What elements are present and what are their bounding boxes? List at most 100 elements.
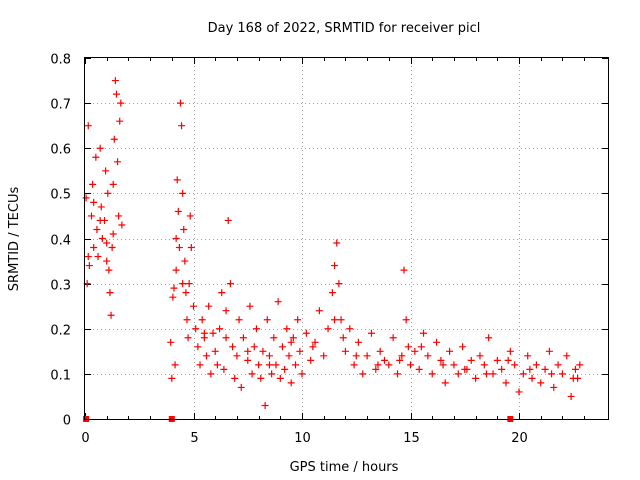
data-point	[180, 225, 188, 233]
data-point	[176, 99, 184, 107]
data-point	[196, 361, 204, 369]
data-point	[171, 361, 179, 369]
data-point	[341, 347, 349, 355]
data-point	[186, 212, 194, 220]
data-point	[265, 361, 273, 369]
data-point	[174, 207, 182, 215]
data-point	[109, 180, 117, 188]
data-point	[103, 239, 111, 247]
data-point	[118, 221, 126, 229]
data-point	[454, 370, 462, 378]
data-point	[114, 158, 122, 166]
data-point	[489, 370, 497, 378]
data-point	[246, 302, 254, 310]
data-point	[480, 361, 488, 369]
data-point	[226, 280, 234, 288]
data-point	[450, 361, 458, 369]
data-point	[82, 194, 90, 202]
data-point	[415, 365, 423, 373]
data-point	[558, 370, 566, 378]
data-point	[167, 338, 175, 346]
data-point	[263, 316, 271, 324]
y-tick-label: 0.5	[50, 188, 71, 203]
data-point	[402, 316, 410, 324]
data-point	[287, 379, 295, 387]
data-point	[311, 338, 319, 346]
data-point	[446, 347, 454, 355]
data-point	[98, 235, 106, 242]
data-point	[459, 343, 467, 351]
data-point	[498, 365, 506, 373]
data-point	[333, 239, 341, 247]
data-point	[104, 189, 112, 197]
data-point	[94, 253, 102, 261]
data-point	[265, 352, 273, 360]
data-point	[103, 257, 111, 265]
data-point	[198, 316, 206, 324]
x-tick-label: 0	[81, 431, 89, 446]
data-point	[109, 230, 117, 238]
grid-lines	[85, 58, 608, 419]
data-point	[393, 370, 401, 378]
data-point	[224, 216, 232, 224]
data-point	[374, 361, 382, 369]
data-point	[441, 379, 449, 387]
data-point	[222, 334, 230, 342]
data-point	[398, 352, 406, 360]
data-point	[424, 352, 432, 360]
data-point	[502, 379, 510, 387]
data-point	[437, 356, 445, 364]
data-point	[278, 343, 286, 351]
data-point	[476, 352, 484, 360]
data-point	[337, 316, 345, 324]
data-point	[179, 280, 187, 288]
y-tick-label: 0.3	[50, 279, 71, 294]
data-point	[205, 302, 213, 310]
data-point	[274, 298, 282, 306]
data-point	[252, 325, 260, 333]
x-axis-label: GPS time / hours	[290, 460, 399, 475]
data-point	[576, 361, 584, 369]
y-tick-label: 0.1	[50, 369, 71, 384]
data-point	[407, 361, 415, 369]
plot-frame	[84, 57, 609, 420]
data-point	[532, 361, 540, 369]
data-point	[346, 325, 354, 333]
data-point	[307, 356, 315, 364]
data-point	[439, 361, 447, 369]
data-point	[110, 135, 118, 143]
data-point	[172, 235, 180, 242]
data-point	[105, 266, 113, 274]
data-point	[239, 334, 247, 342]
data-point	[209, 329, 217, 337]
data-point	[84, 122, 92, 130]
data-point	[506, 347, 514, 355]
data-point	[400, 266, 408, 274]
data-point	[315, 307, 323, 315]
data-point	[385, 361, 393, 369]
data-point	[461, 365, 469, 373]
data-point	[257, 374, 265, 382]
data-point	[276, 374, 284, 382]
data-point	[259, 347, 267, 355]
data-point	[170, 284, 178, 292]
y-tick-label: 0.8	[50, 53, 71, 68]
data-point	[172, 266, 180, 274]
data-point	[194, 343, 202, 351]
data-point	[376, 347, 384, 355]
data-point	[571, 365, 579, 373]
data-point	[389, 334, 397, 342]
data-point	[482, 370, 490, 378]
data-point	[433, 338, 441, 346]
x-tick-label: 10	[294, 431, 311, 446]
data-point	[524, 352, 532, 360]
data-point	[106, 289, 114, 297]
data-point	[90, 244, 98, 252]
data-point	[184, 334, 192, 342]
data-point	[84, 253, 92, 261]
data-point	[404, 343, 412, 351]
data-point	[178, 122, 186, 130]
chart-title: Day 168 of 2022, SRMTID for receiver pic…	[208, 21, 481, 36]
data-point	[420, 329, 428, 337]
